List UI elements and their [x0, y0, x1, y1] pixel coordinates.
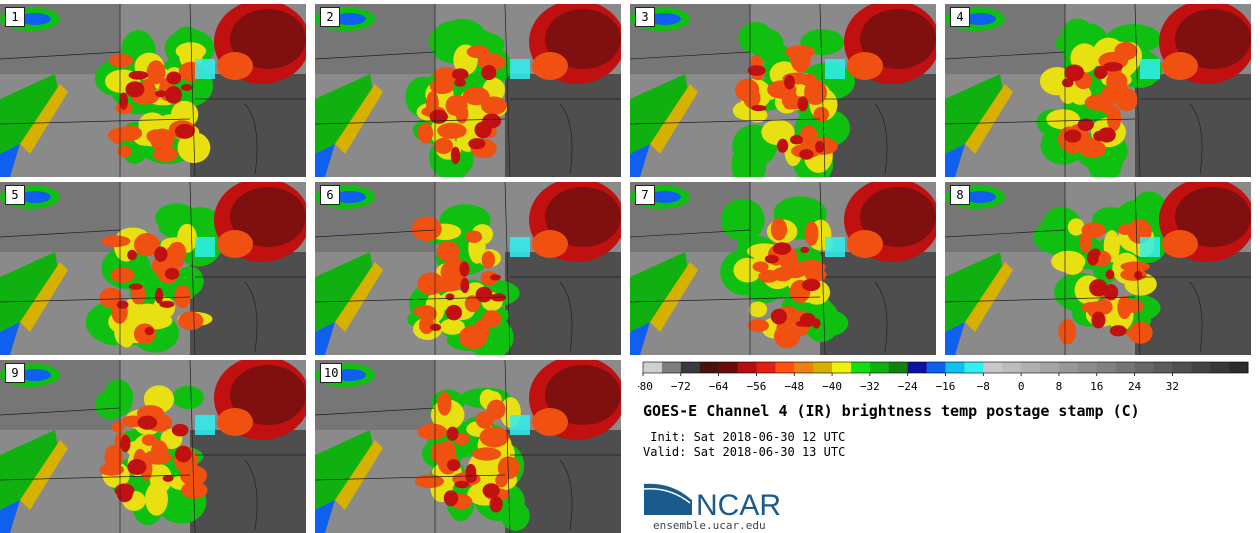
panel-number: 6 — [320, 185, 340, 205]
panel-number: 10 — [320, 363, 343, 383]
colorbar-tick-label: 32 — [1166, 380, 1179, 393]
colorbar-segment — [775, 362, 795, 373]
colorbar-segment — [1172, 362, 1192, 373]
colorbar-tick-label: −8 — [977, 380, 990, 393]
colorbar-tick-label: −64 — [709, 380, 729, 393]
colorbar-segment — [680, 362, 701, 373]
panel-number: 2 — [320, 7, 340, 27]
colorbar-tick-label: 24 — [1128, 380, 1142, 393]
colorbar-tick-label: −16 — [936, 380, 956, 393]
colorbar-segment — [888, 362, 909, 373]
colorbar-segment — [1058, 362, 1079, 373]
ensemble-panel: 1 — [0, 4, 306, 177]
colorbar-tick-label: −56 — [747, 380, 767, 393]
colorbar-tick-label: −72 — [671, 380, 691, 393]
panel-number: 8 — [950, 185, 970, 205]
figure-title: GOES-E Channel 4 (IR) brightness temp po… — [643, 402, 1140, 420]
colorbar-segment — [945, 362, 965, 373]
colorbar-tick-label: 0 — [1018, 380, 1025, 393]
colorbar-segment — [1002, 362, 1022, 373]
colorbar-segment — [1115, 362, 1136, 373]
colorbar-segment — [813, 362, 833, 373]
ensemble-panel: 6 — [315, 182, 621, 355]
ensemble-panel: 9 — [0, 360, 306, 533]
colorbar-tick-label: −24 — [898, 380, 918, 393]
colorbar-segment — [737, 362, 757, 373]
panel-number: 5 — [5, 185, 25, 205]
colorbar-segment — [1040, 362, 1060, 373]
colorbar-segment — [643, 362, 663, 373]
colorbar-segment — [983, 362, 1003, 373]
colorbar-segment — [1134, 362, 1154, 373]
colorbar-segment — [850, 362, 871, 373]
colorbar-segment — [756, 362, 776, 373]
colorbar-tick-label: 16 — [1090, 380, 1103, 393]
panel-number: 1 — [5, 7, 25, 27]
init-time: Init: Sat 2018-06-30 12 UTC — [643, 430, 846, 444]
colorbar-segment — [718, 362, 739, 373]
panel-number: 4 — [950, 7, 970, 27]
colorbar-tick-label: −40 — [822, 380, 842, 393]
colorbar-tick-label: −48 — [784, 380, 804, 393]
colorbar-segment — [1077, 362, 1098, 373]
logo-url: ensemble.ucar.edu — [653, 519, 766, 532]
colorbar-segment — [926, 362, 946, 373]
colorbar-segment — [1229, 362, 1249, 373]
colorbar-segment — [794, 362, 814, 373]
colorbar-segment — [907, 362, 928, 373]
ensemble-panel: 2 — [315, 4, 621, 177]
colorbar-segment — [964, 362, 984, 373]
colorbar-segment — [699, 362, 720, 373]
ensemble-panel: 10 — [315, 360, 621, 533]
colorbar-segment — [1021, 362, 1041, 373]
colorbar-tick-label: −32 — [860, 380, 880, 393]
panel-number: 3 — [635, 7, 655, 27]
panel-number: 9 — [5, 363, 25, 383]
ensemble-panel: 8 — [945, 182, 1251, 355]
colorbar-segment — [869, 362, 890, 373]
ensemble-panel: 7 — [630, 182, 936, 355]
colorbar-segment — [832, 362, 852, 373]
colorbar-segment — [1096, 362, 1117, 373]
valid-time: Valid: Sat 2018-06-30 13 UTC — [643, 445, 846, 459]
logo-text: NCAR — [696, 489, 781, 522]
panel-number: 7 — [635, 185, 655, 205]
colorbar-segment — [1210, 362, 1230, 373]
ensemble-panel: 3 — [630, 4, 936, 177]
colorbar-tick-label: −80 — [638, 380, 653, 393]
colorbar-segment — [1191, 362, 1211, 373]
colorbar-segment — [661, 362, 682, 373]
ensemble-panel: 4 — [945, 4, 1251, 177]
ensemble-panel: 5 — [0, 182, 306, 355]
colorbar-segment — [1153, 362, 1173, 373]
ncar-logo: NCAR — [643, 481, 781, 522]
colorbar-tick-label: 8 — [1056, 380, 1063, 393]
